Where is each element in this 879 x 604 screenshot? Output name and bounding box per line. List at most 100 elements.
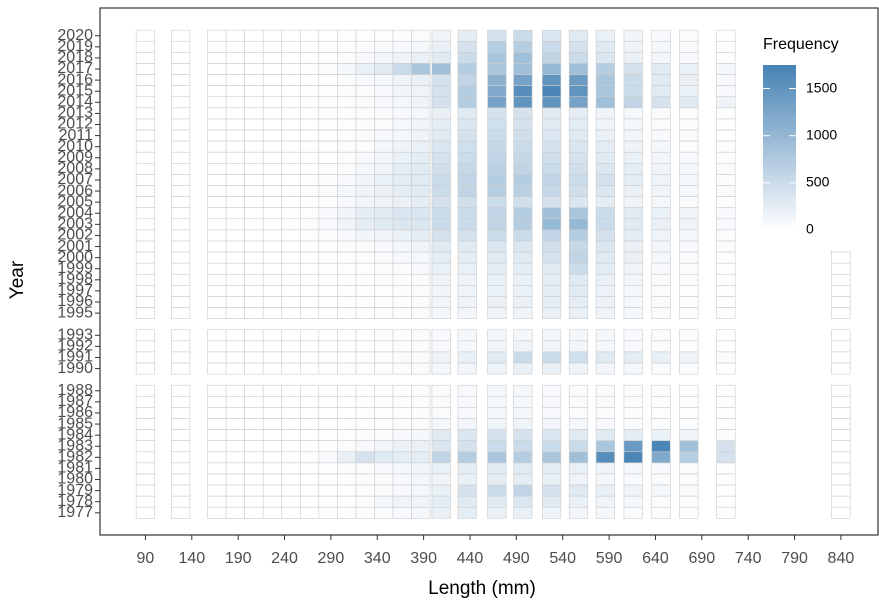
heat-cell: [457, 207, 477, 220]
heat-cell: [716, 129, 736, 142]
heat-cell: [171, 384, 191, 397]
heat-cell: [337, 429, 357, 441]
heat-cell: [207, 63, 227, 75]
heat-cell: [411, 506, 431, 519]
heat-cell: [431, 185, 451, 197]
heat-cell: [171, 273, 191, 286]
heat-cell: [623, 118, 643, 131]
heat-cell: [411, 262, 431, 275]
heat-cell: [281, 429, 301, 441]
heat-cell: [487, 329, 507, 342]
heat-cell: [281, 151, 301, 164]
heat-cell: [207, 174, 227, 186]
heat-cell: [487, 262, 507, 275]
heat-cell: [207, 451, 227, 464]
heat-cell: [392, 296, 412, 308]
heat-cell: [262, 296, 283, 308]
heat-cell: [542, 351, 562, 364]
heat-cell: [679, 484, 699, 497]
heat-cell: [171, 74, 191, 86]
heat-cell: [457, 296, 477, 308]
heat-cell: [542, 151, 562, 164]
heat-cell: [623, 163, 643, 175]
heat-cell: [374, 296, 394, 308]
heat-cell: [542, 251, 562, 264]
heat-cell: [679, 52, 699, 64]
heat-cell: [244, 207, 264, 220]
heat-cell: [244, 163, 264, 175]
heat-cell: [225, 495, 245, 508]
heat-cell: [513, 296, 533, 308]
heat-cell: [595, 52, 615, 64]
heat-cell: [542, 462, 562, 475]
heat-cell: [337, 285, 357, 297]
x-tick-label: 190: [225, 550, 252, 567]
heat-cell: [318, 329, 338, 342]
heat-cell: [355, 96, 375, 109]
heat-cell: [337, 251, 357, 264]
heat-cell: [299, 340, 320, 353]
heat-cell: [171, 140, 191, 153]
heat-cell: [299, 174, 320, 186]
heat-cell: [299, 440, 320, 453]
colorbar: [763, 65, 796, 230]
heat-cell: [513, 340, 533, 353]
heat-cell: [337, 273, 357, 286]
heat-cell: [487, 52, 507, 64]
heat-cell: [281, 74, 301, 86]
heat-cell: [171, 251, 191, 264]
heat-cell: [244, 296, 264, 308]
heat-cell: [411, 40, 431, 53]
heat-cell: [431, 96, 451, 109]
heat-cell: [337, 484, 357, 497]
heat-cell: [318, 240, 338, 253]
heat-cell: [568, 462, 589, 475]
heat-cell: [716, 418, 736, 430]
heat-cell: [679, 140, 699, 153]
heat-cell: [831, 251, 851, 264]
heat-cell: [513, 240, 533, 253]
heat-cell: [225, 396, 245, 408]
heat-cell: [299, 218, 320, 231]
heat-cell: [716, 285, 736, 297]
heat-cell: [374, 118, 394, 131]
heat-cell: [374, 174, 394, 186]
heat-cell: [716, 229, 736, 242]
heat-cell: [595, 329, 615, 342]
y-tick-label: 2017: [57, 60, 93, 77]
heat-cell: [299, 118, 320, 131]
heat-cell: [262, 351, 283, 364]
heat-cell: [623, 151, 643, 164]
heat-cell: [299, 96, 320, 109]
heat-cell: [135, 229, 156, 242]
heat-cell: [374, 462, 394, 475]
heat-cell: [595, 107, 615, 120]
heat-cell: [262, 495, 283, 508]
heat-cell: [568, 74, 589, 86]
heat-cell: [299, 473, 320, 486]
heat-cell: [411, 74, 431, 86]
heat-cell: [337, 506, 357, 519]
heat-cell: [244, 329, 264, 342]
heat-cell: [457, 151, 477, 164]
y-tick-label: 2001: [57, 238, 93, 255]
heat-cell: [207, 163, 227, 175]
heat-cell: [337, 495, 357, 508]
heat-cell: [542, 451, 562, 464]
heat-cell: [281, 440, 301, 453]
heat-cell: [487, 63, 507, 75]
heat-cell: [299, 418, 320, 430]
heat-cell: [542, 296, 562, 308]
heat-cell: [244, 229, 264, 242]
heat-cell: [831, 351, 851, 364]
heat-cell: [513, 362, 533, 375]
heat-cell: [623, 418, 643, 430]
heat-cell: [225, 107, 245, 120]
heat-cell: [318, 351, 338, 364]
heat-cell: [299, 451, 320, 464]
heat-cell: [568, 96, 589, 109]
heat-cell: [262, 484, 283, 497]
y-tick-label: 1978: [57, 493, 93, 510]
heat-cell: [244, 462, 264, 475]
heat-cell: [392, 329, 412, 342]
